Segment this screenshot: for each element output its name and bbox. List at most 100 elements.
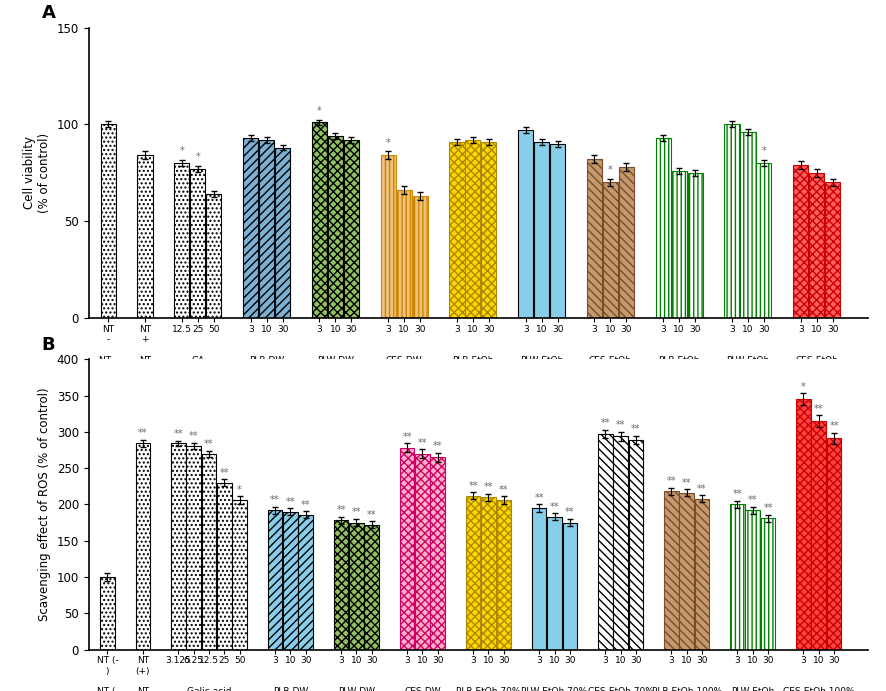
Bar (171, 444, 185, 650)
Bar (136, 444, 150, 650)
Text: PLW-EtOh
100%: PLW-EtOh 100% (731, 688, 774, 691)
Bar (695, 499, 710, 650)
Text: PLR-DW: PLR-DW (273, 688, 308, 691)
Bar (613, 436, 628, 650)
Text: **: ** (682, 477, 691, 488)
Bar (629, 440, 643, 650)
Text: **: ** (337, 505, 346, 515)
Text: *: * (608, 164, 613, 175)
Text: NT -: NT - (99, 356, 117, 365)
Text: **: ** (814, 404, 823, 414)
Text: **: ** (666, 476, 676, 486)
Bar (334, 520, 348, 650)
Bar (793, 165, 808, 318)
Text: CES-DW: CES-DW (385, 356, 423, 365)
Bar (349, 522, 363, 650)
Text: CES-DW: CES-DW (404, 688, 440, 691)
Bar (397, 190, 412, 318)
Bar (283, 511, 298, 650)
Text: **: ** (550, 502, 559, 511)
Text: Galic acid: Galic acid (187, 688, 231, 691)
Y-axis label: Cell viability
(% of control): Cell viability (% of control) (23, 133, 51, 213)
Text: **: ** (417, 438, 427, 448)
Text: GA: GA (191, 356, 205, 365)
Bar (202, 453, 216, 650)
Bar (550, 144, 565, 318)
Text: PLW-DW: PLW-DW (338, 688, 375, 691)
Text: PLR-EtOh
100%: PLR-EtOh 100% (658, 356, 700, 375)
Text: CES-EtOh 100%: CES-EtOh 100% (783, 688, 855, 691)
Bar (741, 132, 756, 318)
Text: A: A (42, 4, 56, 22)
Bar (268, 510, 283, 650)
Bar (809, 173, 824, 318)
Text: PLW-DW: PLW-DW (317, 356, 354, 365)
Text: *: * (180, 146, 184, 156)
Bar (275, 148, 291, 318)
Y-axis label: Scavenging effect of ROS (% of control): Scavenging effect of ROS (% of control) (38, 388, 51, 621)
Text: PLR-EtOh 100%: PLR-EtOh 100% (651, 688, 722, 691)
Bar (598, 434, 612, 650)
Text: PLR-EtOh 70%: PLR-EtOh 70% (456, 688, 521, 691)
Text: **: ** (469, 481, 478, 491)
Text: **: ** (565, 507, 575, 518)
Bar (761, 518, 775, 650)
Text: **: ** (631, 424, 641, 434)
Bar (481, 142, 496, 318)
Text: **: ** (697, 484, 707, 493)
Text: *: * (801, 382, 805, 392)
Bar (618, 167, 634, 318)
Bar (757, 163, 772, 318)
Bar (431, 457, 445, 650)
Bar (175, 163, 190, 318)
Bar (328, 136, 343, 318)
Bar (656, 138, 671, 318)
Text: NT
(+): NT (+) (136, 688, 150, 691)
Bar (797, 399, 811, 650)
Bar (186, 446, 201, 650)
Bar (602, 182, 618, 318)
Bar (825, 182, 840, 318)
Bar (232, 500, 247, 650)
Bar (534, 142, 549, 318)
Bar (100, 577, 115, 650)
Text: **: ** (499, 485, 509, 495)
Text: **: ** (748, 495, 758, 505)
Bar (364, 524, 379, 650)
Text: **: ** (534, 493, 544, 503)
Bar (243, 138, 258, 318)
Text: **: ** (402, 432, 412, 442)
Text: **: ** (138, 428, 148, 438)
Bar (101, 124, 116, 318)
Bar (259, 140, 275, 318)
Text: *: * (237, 485, 242, 495)
Bar (532, 508, 547, 650)
Text: **: ** (189, 431, 198, 442)
Text: **: ** (204, 439, 214, 449)
Bar (587, 159, 602, 318)
Text: **: ** (301, 500, 310, 509)
Bar (217, 482, 231, 650)
Bar (745, 510, 760, 650)
Bar (672, 171, 687, 318)
Bar (312, 122, 327, 318)
Bar (680, 493, 694, 650)
Text: CES-EtOh
100%: CES-EtOh 100% (796, 356, 838, 375)
Bar (548, 517, 562, 650)
Text: B: B (42, 336, 56, 354)
Bar (563, 522, 577, 650)
Text: **: ** (763, 503, 773, 513)
Text: *: * (385, 138, 391, 148)
Text: **: ** (484, 482, 494, 492)
Bar (725, 124, 740, 318)
Bar (688, 173, 703, 318)
Text: PLW-EtOh
100%: PLW-EtOh 100% (727, 356, 770, 375)
Bar (137, 155, 152, 318)
Text: **: ** (367, 510, 377, 520)
Bar (449, 142, 464, 318)
Bar (496, 500, 511, 650)
Bar (206, 194, 222, 318)
Text: **: ** (220, 468, 229, 477)
Bar (812, 421, 826, 650)
Bar (730, 504, 744, 650)
